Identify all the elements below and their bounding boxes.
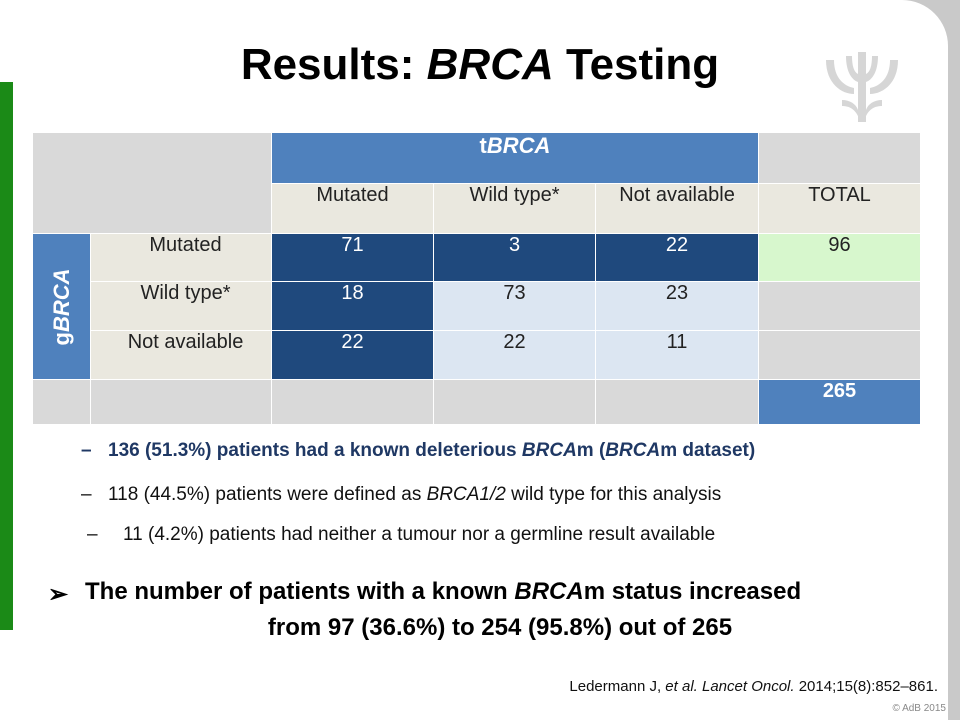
gbrca-label: gBRCA <box>49 268 75 345</box>
table-row-total: 265 <box>32 379 921 425</box>
title-italic: BRCA <box>426 40 554 89</box>
reference-text: Ledermann J, <box>569 678 666 695</box>
table-row-wild-type: Wild type* 18 73 23 <box>33 281 921 331</box>
accent-bar <box>0 82 13 630</box>
cell-value: 23 <box>595 281 759 331</box>
row-total <box>758 281 921 331</box>
blank-cell <box>90 379 272 425</box>
bullet-text: 118 (44.5%) patients were defined as <box>108 484 427 505</box>
bullet-dash: – <box>81 440 92 461</box>
cell-value: 73 <box>433 281 596 331</box>
tbrca-header: tBRCA <box>271 132 759 184</box>
table-row-not-available: Not available 22 22 11 <box>33 330 921 380</box>
tbrca-prefix: t <box>479 133 487 158</box>
col-header-total: TOTAL <box>758 183 921 234</box>
bullet-text: 11 (4.2%) patients had neither a tumour … <box>123 524 716 545</box>
copyright-notice: © AdB 2015 <box>892 703 946 714</box>
bullet-text: wild type for this analysis <box>505 484 722 505</box>
corner-cell <box>32 132 272 234</box>
bullet-italic: BRCA <box>605 440 661 461</box>
tbrca-header-row: tBRCA <box>32 132 921 234</box>
col-header-not-available: Not available <box>595 183 759 234</box>
bullet-italic: BRCA1/2 <box>426 484 506 505</box>
cell-value: 22 <box>595 233 759 282</box>
blank-cell <box>595 379 759 425</box>
cell-value: 71 <box>271 233 434 282</box>
bullet-text: m ( <box>576 440 606 461</box>
reference-italic: et al. Lancet Oncol. <box>665 678 795 695</box>
row-label-mutated: Mutated <box>90 233 272 282</box>
bullet-brcam-dataset: –136 (51.3%) patients had a known delete… <box>81 440 755 462</box>
blank-cell <box>271 379 434 425</box>
row-total <box>758 330 921 380</box>
row-label-wild-type: Wild type* <box>90 281 272 331</box>
tbrca-italic: BRCA <box>486 133 551 158</box>
table-row-mutated: gBRCA Mutated 71 3 22 96 <box>32 233 921 380</box>
gbrca-header: gBRCA <box>32 233 91 380</box>
gbrca-italic: BRCA <box>48 267 74 332</box>
bullet-text: 136 (51.3%) patients had a known deleter… <box>108 440 522 461</box>
grand-total: 265 <box>758 379 921 425</box>
conclusion-line-1: The number of patients with a known BRCA… <box>85 578 801 606</box>
cell-value: 11 <box>595 330 759 380</box>
bullet-text: m dataset) <box>660 440 756 461</box>
blank-cell <box>433 379 596 425</box>
bullet-dash: – <box>81 484 92 505</box>
arrow-bullet-icon: ➢ <box>48 581 69 608</box>
blank-header-cell <box>758 132 921 184</box>
cell-value: 18 <box>271 281 434 331</box>
organization-logo-icon <box>826 52 898 122</box>
col-header-mutated: Mutated <box>271 183 434 234</box>
cell-value: 22 <box>433 330 596 380</box>
row-total: 96 <box>758 233 921 282</box>
conclusion-text: The number of patients with a known <box>85 578 515 605</box>
slide-title: Results: BRCA Testing <box>0 40 960 90</box>
title-text: Results: <box>240 40 427 89</box>
gbrca-prefix: g <box>48 331 74 346</box>
col-header-wild-type: Wild type* <box>433 183 596 234</box>
bullet-wild-type: –118 (44.5%) patients were defined as BR… <box>81 484 721 506</box>
reference-text: 2014;15(8):852–861. <box>794 678 938 695</box>
bullet-dash: – <box>87 524 98 545</box>
bullet-italic: BRCA <box>521 440 577 461</box>
title-text-end: Testing <box>553 40 720 89</box>
reference-citation: Ledermann J, et al. Lancet Oncol. 2014;1… <box>569 678 938 695</box>
column-header-row: Mutated Wild type* Not available TOTAL <box>33 183 921 234</box>
conclusion-italic: BRCA <box>514 578 584 605</box>
brca-results-table: tBRCA Mutated Wild type* Not available T… <box>32 132 921 425</box>
row-label-not-available: Not available <box>90 330 272 380</box>
conclusion-text: m status increased <box>583 578 802 605</box>
blank-cell <box>32 379 91 425</box>
cell-value: 3 <box>433 233 596 282</box>
bullet-not-available: – 11 (4.2%) patients had neither a tumour… <box>87 524 715 546</box>
cell-value: 22 <box>271 330 434 380</box>
conclusion-line-2: from 97 (36.6%) to 254 (95.8%) out of 26… <box>267 614 733 641</box>
